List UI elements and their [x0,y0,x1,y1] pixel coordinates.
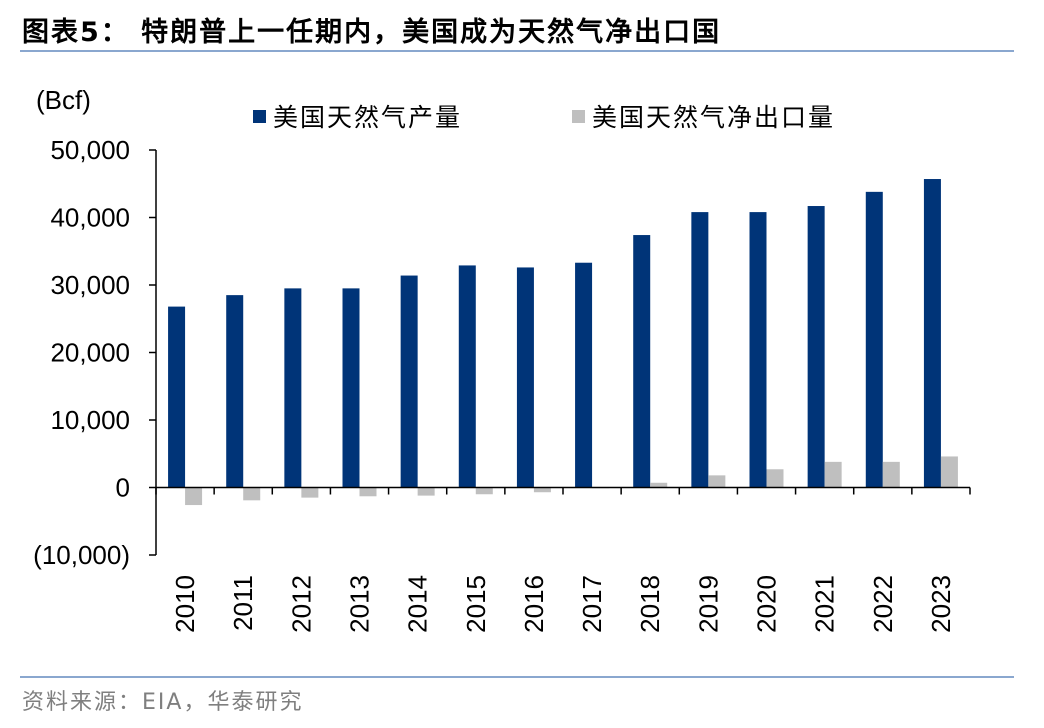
bar-net-exports [882,461,900,488]
x-tick-label: 2013 [345,575,375,633]
x-tick-label: 2022 [868,575,898,633]
x-tick-label: 2015 [461,575,491,633]
x-tick-label: 2010 [170,575,200,633]
x-tick-label: 2011 [228,575,258,631]
x-tick-label: 2014 [403,575,433,633]
bar-production [865,191,883,488]
bar-production [575,262,593,488]
bar-production [807,206,825,488]
bar-production [168,306,186,488]
bar-net-exports [475,487,493,495]
y-axis: (10,000) 0 10,000 20,000 30,000 40,000 50,000 [33,135,157,570]
bar-net-exports [708,475,726,488]
bar-production [458,265,476,488]
bar-production [633,235,651,488]
source-note: 资料来源：EIA，华泰研究 [22,690,304,715]
x-tick-label: 2023 [926,575,956,633]
bar-production [226,295,244,488]
bar-net-exports [766,469,784,488]
y-tick-label: 20,000 [50,338,130,368]
top-divider [20,50,1014,52]
bar-net-exports [185,487,203,506]
x-tick-label: 2019 [693,575,723,633]
x-axis: 2010 2011 2012 2013 2014 2015 2016 2017 2018 2019… [155,486,971,633]
bar-production [516,267,534,488]
x-tick-label: 2017 [577,575,607,633]
bar-production [284,288,302,488]
x-tick-label: 2018 [635,575,665,633]
y-unit-label: (Bcf) [36,85,91,115]
legend: 美国天然气产量 美国天然气净出口量 [253,103,835,132]
bars [168,179,958,506]
bottom-divider [20,676,1014,678]
y-tick-label: 40,000 [50,203,130,233]
bar-production [342,288,360,488]
bar-net-exports [650,482,668,488]
bar-production [923,179,941,488]
bar-net-exports [243,487,261,501]
y-tick-label: 0 [116,473,130,503]
y-tick-label: 10,000 [50,405,130,435]
bar-production [400,275,418,488]
x-tick-label: 2012 [286,575,316,633]
bar-net-exports [359,487,377,497]
chart-title: 图表5： 特朗普上一任期内，美国成为天然气净出口国 [22,17,722,48]
bar-net-exports [301,487,319,498]
bar-net-exports [533,487,551,493]
y-tick-label: 50,000 [50,135,130,165]
x-tick-label: 2021 [810,575,840,633]
bar-net-exports [824,461,842,488]
bar-net-exports [417,487,435,496]
legend-label: 美国天然气产量 [273,103,462,132]
bar-production [691,212,709,488]
legend-swatch [572,110,585,123]
x-tick-label: 2020 [752,575,782,633]
bar-production [749,212,767,488]
y-tick-label: 30,000 [50,270,130,300]
legend-label: 美国天然气净出口量 [592,103,835,132]
legend-swatch [253,110,266,123]
y-tick-label: (10,000) [33,540,130,570]
bar-net-exports [940,456,958,488]
bar-chart: (Bcf) 美国天然气产量 美国天然气净出口量 (10,000) 0 10,000 20… [33,85,971,633]
x-tick-label: 2016 [519,575,549,633]
